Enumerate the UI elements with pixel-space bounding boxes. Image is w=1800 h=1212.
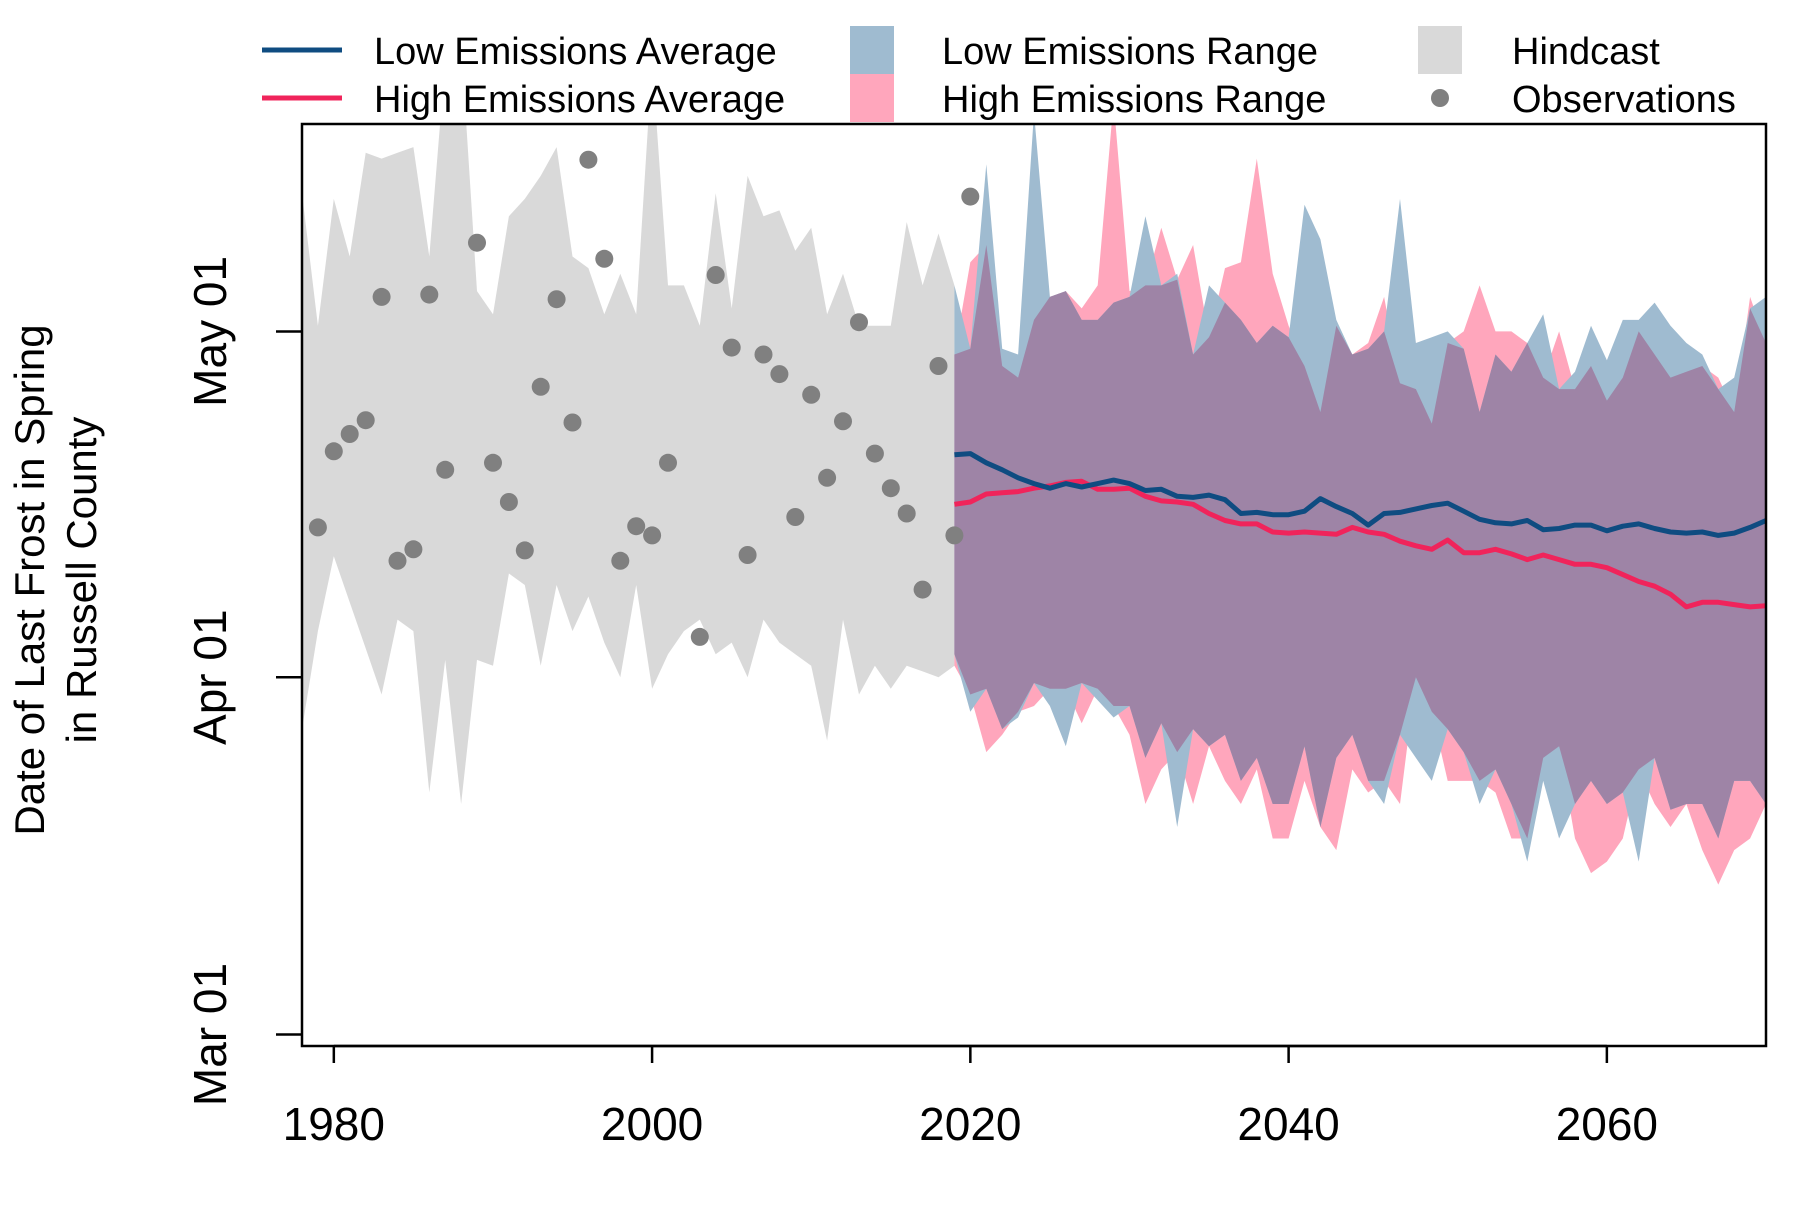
observation-point	[690, 627, 709, 646]
x-tick-label: 1980	[283, 1098, 385, 1150]
legend: Low Emissions Average High Emissions Aver…	[262, 26, 1736, 122]
low_range-legend-swatch	[850, 26, 894, 74]
observation-point	[802, 385, 821, 404]
low-emissions-average-line	[954, 451, 1766, 538]
y-axis-label-line1: Date of Last Frost in Spring	[6, 324, 53, 835]
observation-point	[388, 551, 407, 570]
hindcast-range-band	[302, 124, 955, 804]
x-tick-label: 2040	[1237, 1098, 1339, 1150]
observation-point	[786, 508, 805, 526]
observation-point	[308, 518, 327, 537]
observation-point	[356, 411, 375, 430]
observation-point	[340, 425, 359, 443]
y-axis-label-line2: in Russell County	[58, 417, 105, 744]
observation-point	[770, 365, 789, 384]
low_range-legend-label: Low Emissions Range	[942, 31, 1318, 73]
obs-legend-label: Observations	[1512, 79, 1736, 121]
observation-point	[468, 233, 486, 252]
observation-point	[818, 468, 837, 487]
observation-point	[897, 504, 916, 523]
observation-point	[563, 413, 582, 432]
observation-point	[484, 453, 502, 472]
y-tick-label: Apr 01	[184, 609, 236, 745]
high_avg-legend-label: High Emissions Average	[374, 79, 785, 121]
observation-point	[324, 442, 343, 461]
observation-point	[643, 526, 662, 545]
plot-area	[302, 124, 1766, 885]
observation-point	[372, 287, 391, 306]
y-tick-label: May 01	[184, 256, 236, 407]
observation-point	[865, 444, 884, 463]
observation-point	[547, 290, 566, 309]
high_range-legend-label: High Emissions Range	[942, 79, 1326, 121]
x-tick-label: 2060	[1556, 1098, 1658, 1150]
observation-point	[754, 345, 773, 364]
low_avg-legend-label: Low Emissions Average	[374, 31, 777, 73]
observation-point	[929, 357, 948, 375]
observation-point	[499, 493, 518, 511]
hindcast-legend-label: Hindcast	[1512, 31, 1660, 73]
observation-point	[659, 453, 677, 472]
observation-point	[945, 526, 964, 545]
range-overlap-band	[954, 245, 1766, 839]
high_range-legend-swatch	[850, 74, 894, 122]
observation-point	[961, 187, 980, 206]
observation-point	[595, 249, 614, 268]
y-tick-label: Mar 01	[184, 963, 236, 1106]
x-tick-label: 2000	[601, 1098, 703, 1150]
observation-point	[913, 580, 932, 599]
observation-point	[579, 150, 598, 169]
hindcast-legend-swatch	[1418, 26, 1462, 74]
observation-point	[722, 338, 741, 357]
observation-point	[436, 460, 455, 479]
observation-point	[627, 517, 646, 536]
x-tick-label: 2020	[919, 1098, 1021, 1150]
observation-point	[515, 541, 534, 560]
observation-point	[881, 479, 900, 498]
observation-point	[611, 551, 630, 570]
observation-point	[850, 313, 868, 332]
observation-point	[706, 266, 725, 284]
observation-point	[420, 285, 439, 304]
observation-point	[834, 412, 852, 431]
observation-point	[404, 540, 423, 559]
axes: 1980 2000 2020 2040 2060 Mar 01 Apr 01 May 01	[184, 122, 1768, 1150]
observation-point	[531, 377, 550, 396]
obs-legend-swatch	[1431, 89, 1449, 107]
observation-point	[738, 546, 757, 564]
